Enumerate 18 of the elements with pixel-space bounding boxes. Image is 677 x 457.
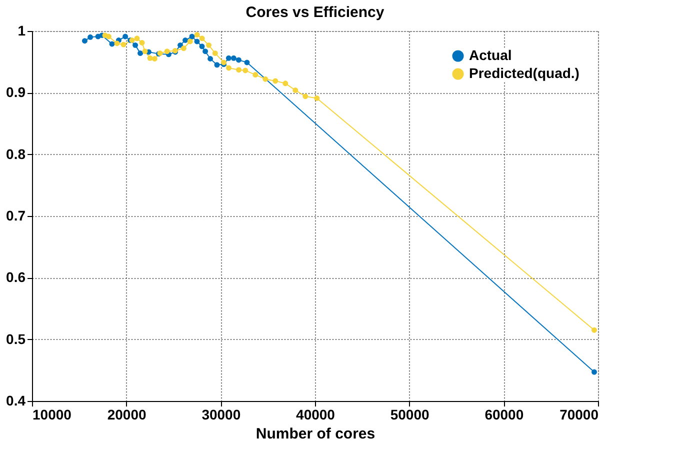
y-tick-label: 0.6 xyxy=(6,269,26,286)
chart-title: Cores vs Efficiency xyxy=(246,4,385,21)
x-tick-label: 30000 xyxy=(202,406,241,422)
y-tick-label: 0.4 xyxy=(6,392,26,408)
y-tick-label: 0.5 xyxy=(6,330,26,347)
x-axis-title: Number of cores xyxy=(256,426,376,442)
y-tick-label: 0.7 xyxy=(6,208,26,224)
x-tick-label: 50000 xyxy=(390,406,430,422)
y-tick-label: 0.8 xyxy=(6,146,26,162)
x-tick-label: 10000 xyxy=(32,406,72,422)
x-tick-label: 20000 xyxy=(107,406,147,422)
legend-label: Predicted(quad.) xyxy=(469,65,580,81)
y-tick-label: 0.9 xyxy=(6,84,26,100)
x-tick-label: 70000 xyxy=(560,406,599,422)
legend-label: Actual xyxy=(469,47,512,63)
y-tick-label: 1 xyxy=(18,22,26,38)
x-tick-label: 60000 xyxy=(484,406,524,422)
x-tick-label: 40000 xyxy=(296,406,336,422)
